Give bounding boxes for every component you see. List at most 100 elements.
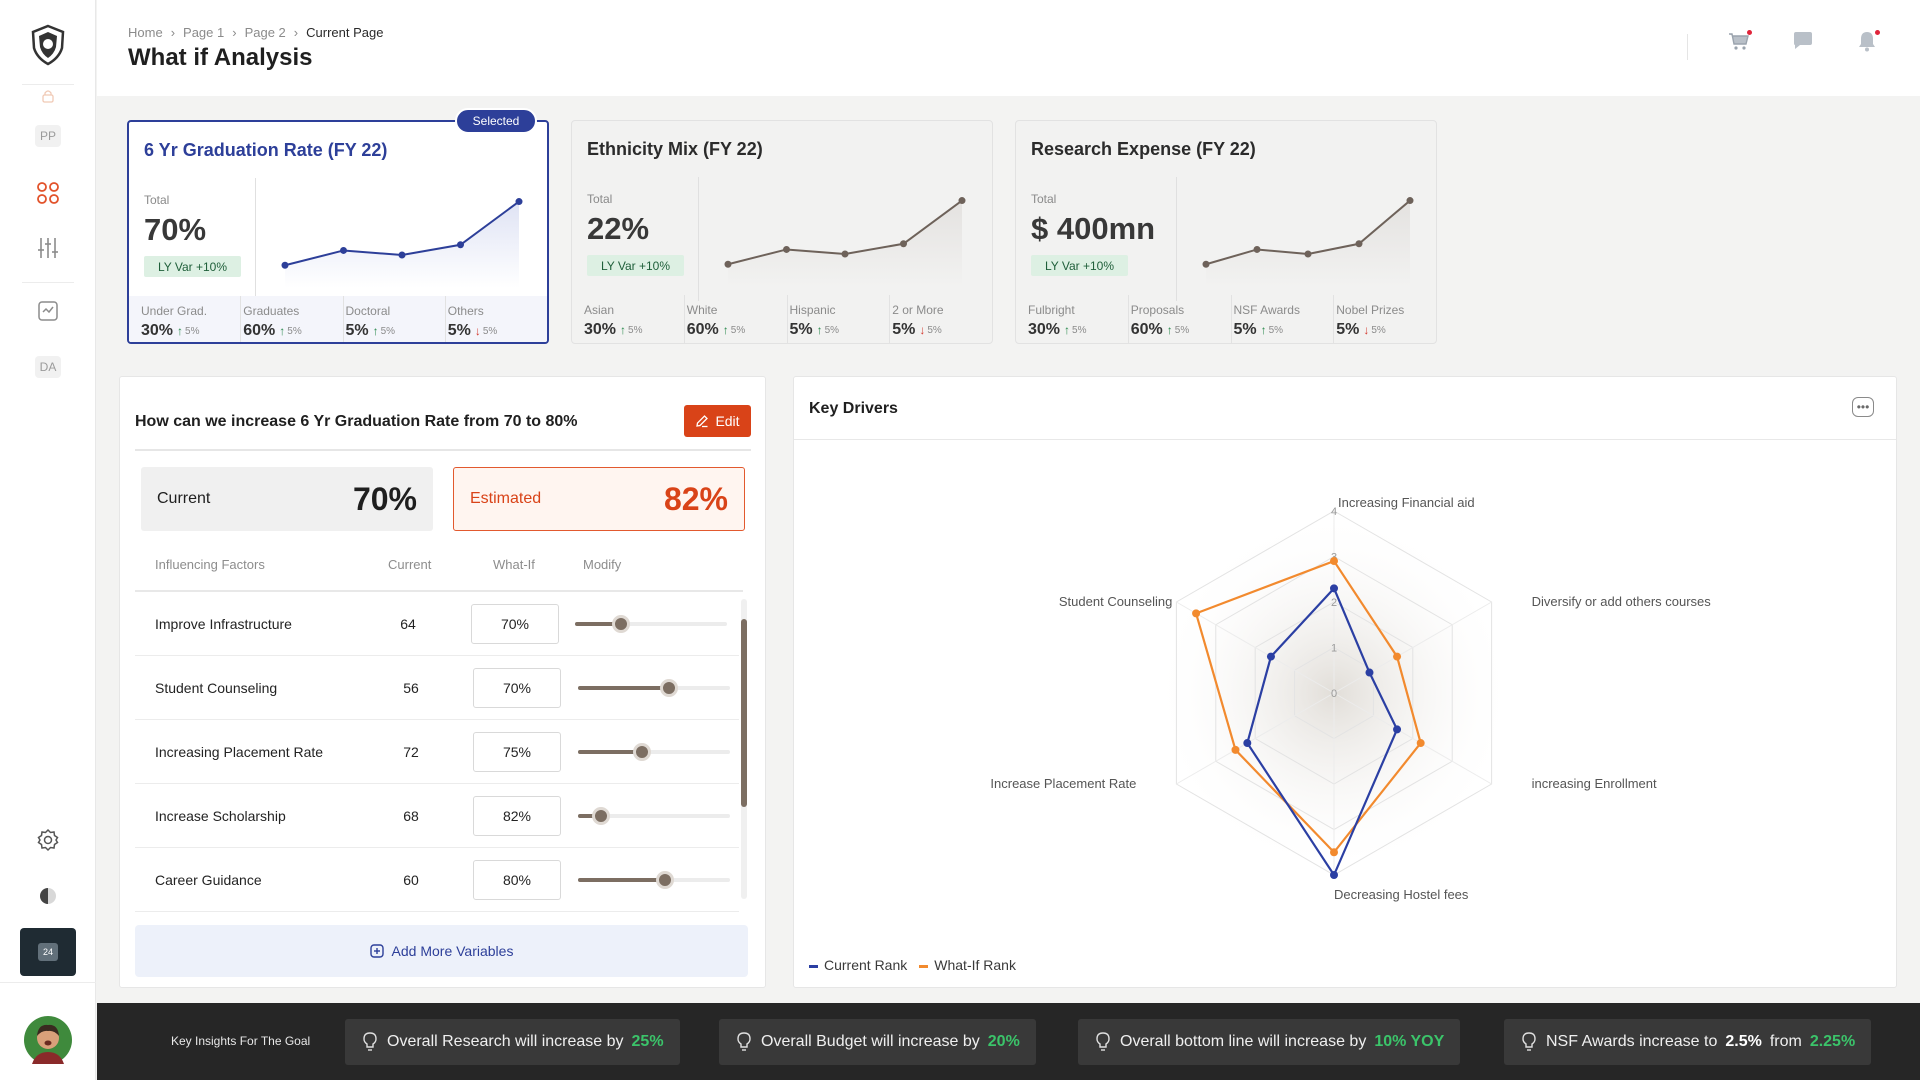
kpi-total-label: Total (587, 192, 613, 206)
edit-button[interactable]: Edit (684, 405, 751, 437)
current-label: Current (157, 490, 211, 507)
kpi-value: 70% (144, 212, 207, 247)
radar-tick-label: 4 (1331, 506, 1337, 518)
ly-var-badge: LY Var +10% (587, 255, 684, 276)
factor-current: 72 (403, 744, 419, 760)
insight-bottom-line[interactable]: Overall bottom line will increase by 10% … (1078, 1019, 1461, 1065)
spark-point (515, 198, 523, 206)
spark-point (724, 260, 732, 268)
chevron-right-icon: › (170, 25, 176, 40)
modify-slider[interactable] (578, 871, 730, 889)
radar-spoke (1176, 601, 1335, 694)
modify-slider[interactable] (578, 743, 730, 761)
lightbulb-icon (1522, 1032, 1536, 1051)
chat-icon[interactable] (1790, 28, 1816, 54)
arrow-down-icon: ↓ (474, 324, 481, 338)
radar-spoke (1333, 692, 1492, 785)
settings-icon[interactable] (0, 826, 96, 854)
slider-handle[interactable] (632, 743, 651, 761)
whatif-input[interactable]: 70% (471, 604, 559, 644)
report-icon[interactable] (0, 298, 96, 324)
spark-point (281, 261, 289, 269)
radar-axis-label: Student Counseling (1059, 594, 1172, 609)
estimated-value: 82% (663, 480, 728, 517)
whatif-input[interactable]: 70% (473, 668, 561, 708)
kpi-breakdown: Under Grad. 30% ↑ 5% Graduates 60% ↑ 5% Doctor… (129, 296, 547, 342)
add-more-variables-button[interactable]: Add More Variables (135, 925, 748, 977)
sparkline (1202, 197, 1414, 287)
ly-var-badge: LY Var +10% (144, 256, 241, 277)
sliders-icon[interactable] (0, 235, 96, 261)
radar-axis-label: Increase Placement Rate (990, 776, 1136, 791)
breadcrumb-current: Current Page (306, 25, 384, 40)
factor-name: Improve Infrastructure (155, 616, 292, 632)
sidebar-item-da[interactable]: DA (0, 355, 96, 379)
col-header-modify: Modify (583, 557, 622, 572)
sidebar-item-pp[interactable]: PP (0, 124, 96, 148)
breadcrumb-page-2[interactable]: Page 2 (244, 25, 286, 40)
kpi-card-graduation[interactable]: 6 Yr Graduation Rate (FY 22) Total 70% L… (127, 120, 549, 344)
user-avatar[interactable] (0, 1014, 96, 1066)
spark-point (1355, 240, 1363, 248)
chevron-right-icon: › (232, 25, 237, 40)
spark-point (900, 240, 907, 248)
scrollbar[interactable] (741, 599, 747, 899)
lightbulb-icon (737, 1032, 751, 1051)
spark-point (457, 241, 464, 249)
radar-point (1243, 739, 1252, 748)
factor-name: Student Counseling (155, 680, 278, 696)
selected-badge: Selected (455, 108, 537, 134)
arrow-up-icon: ↑ (1166, 323, 1173, 337)
bell-icon[interactable] (1854, 28, 1880, 54)
whatif-input[interactable]: 75% (473, 732, 561, 772)
kpi-title: 6 Yr Graduation Rate (FY 22) (144, 140, 388, 160)
whatif-input[interactable]: 82% (473, 796, 561, 836)
breadcrumb: Home › Page 1 › Page 2 › Current Page (128, 25, 383, 40)
breakdown-item: White 60% ↑ 5% (685, 295, 788, 343)
chevron-right-icon: › (293, 25, 299, 40)
slider-handle[interactable] (655, 871, 674, 889)
insight-nsf-awards[interactable]: NSF Awards increase to 2.5% from 2.25% (1504, 1019, 1872, 1065)
kpi-breakdown: Fulbright 30% ↑ 5% Proposals 60% ↑ 5% NSF Awar… (1016, 295, 1436, 343)
kpi-card-ethnicity[interactable]: Ethnicity Mix (FY 22) Total 22% LY Var +… (571, 120, 993, 344)
radar-tick-label: 1 (1331, 643, 1337, 655)
lightbulb-icon (1096, 1032, 1110, 1051)
kpi-card-research[interactable]: Research Expense (FY 22) Total $ 400mn L… (1015, 120, 1437, 344)
theme-toggle-icon[interactable] (0, 882, 96, 910)
table-row: Increase Scholarship 68 82% (135, 784, 739, 848)
spark-area (1206, 200, 1410, 287)
apps-icon[interactable] (0, 180, 96, 206)
insight-research[interactable]: Overall Research will increase by 25% (345, 1019, 680, 1065)
modify-slider[interactable] (578, 807, 730, 825)
insight-budget[interactable]: Overall Budget will increase by 20% (719, 1019, 1036, 1065)
da-badge: DA (35, 356, 61, 378)
slider-handle[interactable] (611, 615, 630, 633)
breadcrumb-home[interactable]: Home (128, 25, 163, 40)
radar-point (1266, 652, 1275, 661)
cart-icon[interactable] (1726, 28, 1752, 54)
modify-slider[interactable] (578, 679, 730, 697)
whatif-input[interactable]: 80% (473, 860, 561, 900)
breakdown-item: Hispanic 5% ↑ 5% (788, 295, 891, 343)
calendar-button[interactable]: 24 (0, 928, 96, 976)
col-header-factors: Influencing Factors (155, 557, 265, 572)
legend-current-rank[interactable]: Current Rank (809, 957, 907, 973)
lock-icon (0, 86, 96, 106)
kpi-breakdown: Asian 30% ↑ 5% White 60% ↑ 5% Hispanic 5% ↑ 5% 2 … (572, 295, 992, 343)
spark-area (285, 201, 519, 288)
spark-point (841, 250, 849, 258)
legend-whatif-rank[interactable]: What-If Rank (919, 957, 1016, 973)
spark-point (1202, 260, 1210, 268)
spark-point (398, 251, 406, 259)
logo[interactable] (0, 22, 96, 68)
breadcrumb-page-1[interactable]: Page 1 (183, 25, 225, 40)
radar-axis-label: increasing Enrollment (1532, 776, 1657, 791)
kpi-value: 22% (587, 211, 650, 246)
insights-label: Key Insights For The Goal (171, 1034, 311, 1048)
scrollbar-thumb[interactable] (741, 619, 747, 807)
more-options-icon[interactable]: ••• (1852, 397, 1874, 417)
slider-handle[interactable] (660, 679, 679, 697)
modify-slider[interactable] (575, 615, 727, 633)
slider-handle[interactable] (591, 807, 610, 825)
